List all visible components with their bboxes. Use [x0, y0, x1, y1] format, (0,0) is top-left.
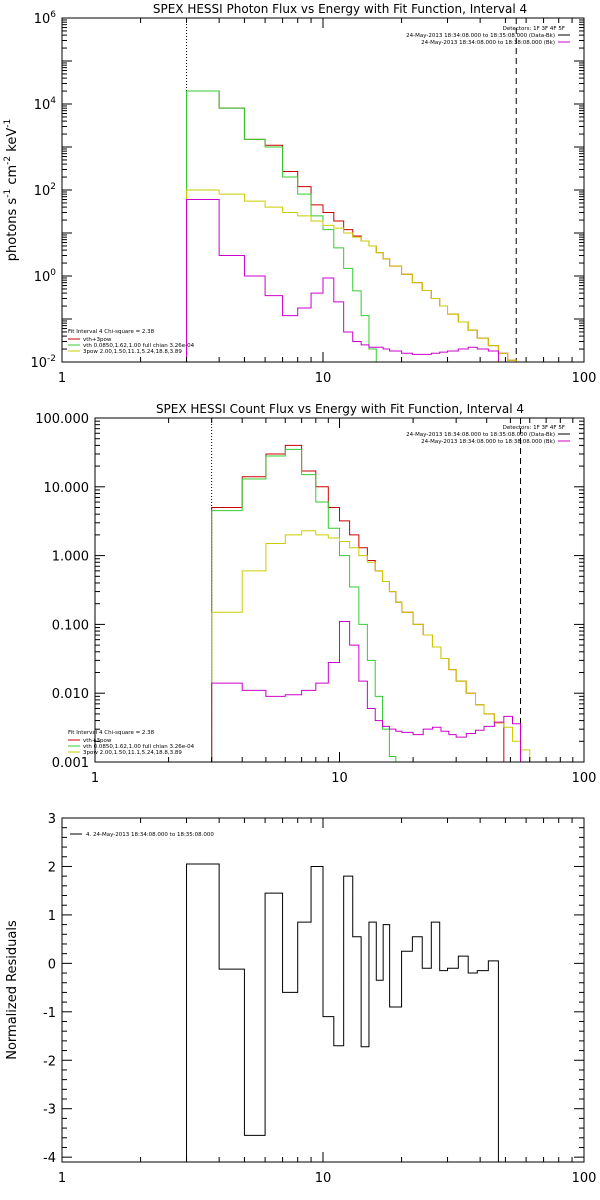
count-y-tick-label: 0.100: [52, 618, 89, 633]
residuals-y-tick-label: -2: [43, 1054, 56, 1069]
count-legend-entry-1: 24-May-2013 18:34:08.000 to 18:35:08.000…: [406, 432, 570, 438]
photon-y-axis-label: photons s-1 cm-2 keV-1: [3, 119, 20, 261]
count-fit-legend-entry-2: vth 0.0850,1.62,1.00 full chian 3.26e-04: [68, 744, 195, 750]
residuals-y-tick-label: -3: [43, 1103, 56, 1118]
residuals-y-tick-label: 2: [48, 860, 56, 875]
count-x-axis: 1 10 100: [91, 418, 597, 786]
count-legend-label-1: 24-May-2013 18:34:08.000 to 18:35:08.000…: [406, 432, 555, 438]
photon-legend-label-1: 24-May-2013 18:34:08.000 to 18:35:08.000…: [406, 33, 555, 39]
residuals-panel: 1 10 100 -4 -3 -2 -1 0 1 2 3 Normalized Residuals 4…: [5, 812, 596, 1186]
photon-y-tick-label: 10-2: [30, 354, 56, 371]
residuals-y-axis: -4 -3 -2 -1 0 1 2 3: [43, 812, 584, 1166]
photon-series-3-line: [186, 189, 537, 362]
count-flux-panel: SPEX HESSI Count Flux vs Energy with Fit…: [35, 402, 596, 786]
residuals-y-tick-label: -4: [43, 1151, 56, 1166]
photon-series-1-line: [186, 90, 517, 362]
photon-y-tick-label: 106: [34, 10, 57, 27]
residuals-x-tick-label: 100: [572, 1171, 597, 1186]
count-y-tick-label: 0.001: [52, 756, 89, 771]
count-y-tick-label: 0.010: [52, 687, 89, 702]
photon-fit-legend-entry-2: vth 0.0850,1.62,1.00 full chian 3.26e-04: [68, 343, 195, 349]
photon-y-tick-label: 100: [34, 268, 57, 285]
count-legend-entry-2: 24-May-2013 18:34:08.000 to 18:38:08.000…: [421, 439, 570, 445]
residuals-y-tick-label: 3: [48, 812, 56, 827]
photon-legend-entry-1: 24-May-2013 18:34:08.000 to 18:35:08.000…: [406, 33, 570, 39]
photon-y-axis: 10-2 100 102 104 106: [30, 10, 584, 371]
residuals-series-group: [186, 863, 508, 1162]
photon-y-tick-label: 102: [34, 182, 56, 199]
count-series-3-line: [211, 530, 550, 762]
count-legend-detectors: Detectors: 1F 3F 4F 5F: [503, 425, 565, 431]
count-series-1-line: [211, 444, 505, 762]
residuals-y-axis-label: Normalized Residuals: [5, 920, 20, 1060]
count-x-tick-label: 10: [331, 771, 348, 786]
count-series-group: [211, 444, 550, 762]
count-plot-frame: [94, 417, 585, 763]
count-fit-legend-title: Fit Interval 4 Chi-square = 2.38: [68, 730, 155, 736]
residuals-x-axis: 1 10 100: [58, 818, 597, 1186]
count-fit-legend-entry-1: vth+3pow: [68, 738, 112, 744]
count-y-axis: 0.001 0.010 0.100 1.000 10.000 100.000: [35, 412, 584, 771]
count-x-tick-label: 100: [572, 771, 597, 786]
count-y-tick-label: 10.000: [44, 481, 90, 496]
count-legend-label-2: 24-May-2013 18:34:08.000 to 18:38:08.000…: [421, 439, 555, 445]
count-fit-legend-entry-3: 3pow 2.00,1.50,11.1,5.24,18.8,3.89: [68, 750, 182, 756]
photon-fit-legend-entry-3: 3pow 2.00,1.50,11.1,5.24,18.8,3.89: [68, 349, 182, 355]
count-fit-label-1: vth+3pow: [83, 738, 112, 744]
photon-legend-label-2: 24-May-2013 18:34:08.000 to 18:38:08.000…: [421, 40, 555, 46]
photon-x-axis: 1 10 100: [58, 18, 597, 386]
photon-legend-detectors: Detectors: 1F 3F 4F 5F: [503, 26, 565, 32]
photon-series-group: [186, 90, 537, 362]
count-fit-label-3: 3pow 2.00,1.50,11.1,5.24,18.8,3.89: [83, 750, 182, 756]
count-series-2-line: [211, 448, 397, 762]
photon-y-tick-label: 104: [34, 96, 57, 113]
residuals-y-tick-label: 1: [48, 909, 56, 924]
photon-x-tick-label: 100: [572, 371, 597, 386]
photon-series-2-line: [186, 90, 377, 362]
photon-legend-entry-2: 24-May-2013 18:34:08.000 to 18:38:08.000…: [421, 40, 570, 46]
residuals-legend-label: 4. 24-May-2013 18:34:08.000 to 18:35:08.…: [86, 832, 214, 838]
photon-flux-panel: SPEX HESSI Photon Flux vs Energy with Fi…: [3, 2, 596, 386]
photon-fit-label-1: vth+3pow: [83, 337, 112, 343]
residuals-y-tick-label: -1: [43, 1006, 56, 1021]
residuals-series-1-line: [186, 863, 508, 1162]
photon-fit-legend-entry-1: vth+3pow: [68, 337, 112, 343]
photon-fit-label-2: vth 0.0850,1.62,1.00 full chian 3.26e-04: [83, 343, 195, 349]
residuals-y-tick-label: 0: [48, 957, 56, 972]
residuals-x-tick-label: 1: [58, 1171, 66, 1186]
count-x-tick-label: 1: [91, 771, 99, 786]
residuals-x-tick-label: 10: [315, 1171, 332, 1186]
count-series-4-line: [211, 621, 522, 762]
photon-flux-title: SPEX HESSI Photon Flux vs Energy with Fi…: [153, 2, 527, 16]
residuals-legend-entry: 4. 24-May-2013 18:34:08.000 to 18:35:08.…: [70, 832, 214, 838]
photon-fit-legend-title: Fit Interval 4 Chi-square = 2.38: [68, 329, 155, 335]
photon-plot-frame: [61, 17, 585, 363]
photon-x-tick-label: 10: [315, 371, 332, 386]
count-fit-label-2: vth 0.0850,1.62,1.00 full chian 3.26e-04: [83, 744, 195, 750]
count-flux-title: SPEX HESSI Count Flux vs Energy with Fit…: [156, 402, 524, 416]
count-y-tick-label: 100.000: [35, 412, 89, 427]
photon-x-tick-label: 1: [58, 371, 66, 386]
count-y-tick-label: 1.000: [52, 550, 89, 565]
photon-fit-label-3: 3pow 2.00,1.50,11.1,5.24,18.8,3.89: [83, 349, 182, 355]
photon-series-4-line: [186, 199, 499, 362]
